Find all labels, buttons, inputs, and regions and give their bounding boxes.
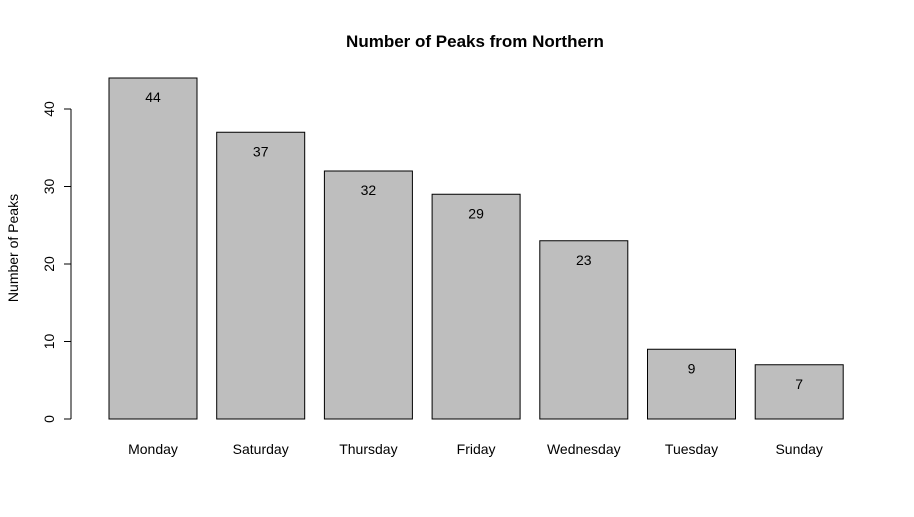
bars-group (108, 77, 844, 420)
bar (539, 240, 629, 420)
bar (754, 364, 844, 420)
x-category-label: Wednesday (547, 441, 621, 457)
bar-value-label: 32 (361, 182, 377, 198)
y-axis-label: Number of Peaks (5, 194, 21, 302)
x-category-label: Saturday (233, 441, 289, 457)
x-tick-labels-group: Monday Saturday Thursday Friday Wednesday Tue… (128, 441, 823, 457)
bar (323, 170, 413, 420)
bar-value-label: 29 (468, 205, 484, 221)
y-tick-label: 30 (41, 179, 57, 195)
bar (431, 193, 521, 420)
bar (108, 77, 198, 420)
bar (216, 131, 306, 420)
chart-title: Number of Peaks from Northern (346, 32, 604, 51)
x-category-label: Monday (128, 441, 178, 457)
bar (647, 348, 736, 420)
y-axis: 0 10 20 30 40 (41, 101, 72, 423)
x-category-label: Sunday (775, 441, 822, 457)
bar-value-label: 9 (688, 360, 696, 376)
bar-value-label: 44 (145, 89, 161, 105)
y-tick-label: 10 (41, 334, 57, 350)
data-labels-group: 44 37 32 29 23 9 7 (145, 89, 803, 392)
y-tick-label: 0 (41, 415, 57, 423)
bar-value-label: 7 (795, 376, 803, 392)
y-tick-label: 20 (41, 256, 57, 272)
x-category-label: Thursday (339, 441, 397, 457)
x-category-label: Tuesday (665, 441, 718, 457)
x-category-label: Friday (457, 441, 496, 457)
y-tick-label: 40 (41, 101, 57, 117)
bar-value-label: 37 (253, 143, 269, 159)
bar-value-label: 23 (576, 252, 592, 268)
